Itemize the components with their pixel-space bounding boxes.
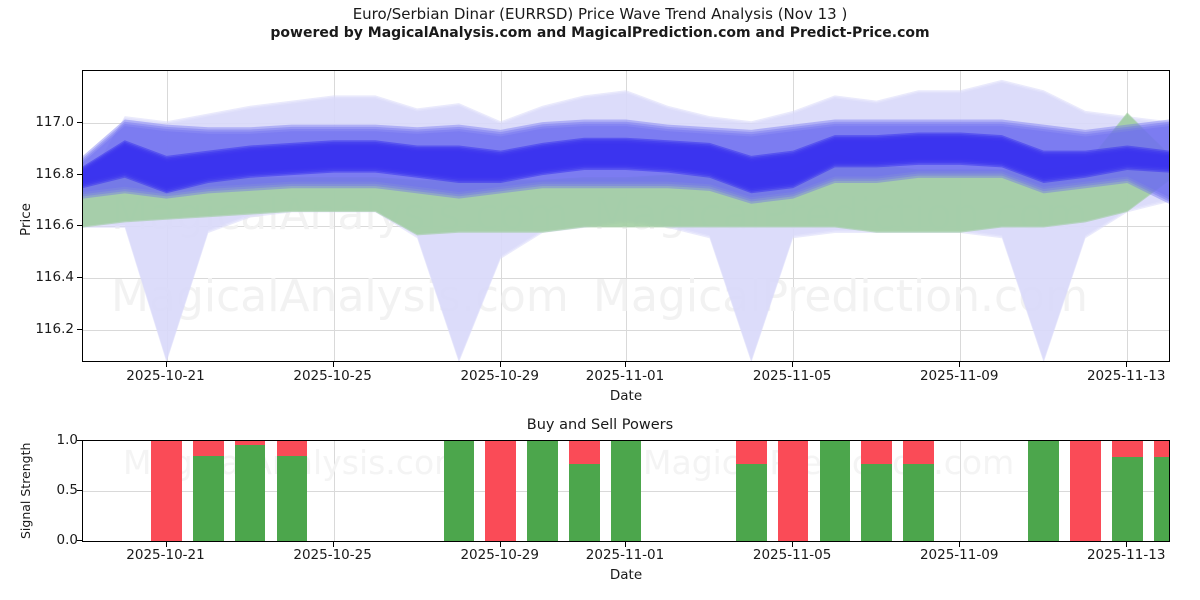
power-bar[interactable] (1028, 441, 1059, 541)
x-tick-mark (959, 542, 960, 547)
buy-power-segment (444, 441, 475, 541)
sell-power-segment (485, 441, 516, 541)
chart-title-block: Euro/Serbian Dinar (EURRSD) Price Wave T… (0, 4, 1200, 43)
sell-power-segment (861, 441, 892, 464)
power-bar[interactable] (1154, 441, 1170, 541)
x-tick-label: 2025-11-05 (712, 368, 872, 384)
x-tick-label: 2025-10-21 (86, 368, 246, 384)
y-tick-mark (77, 329, 82, 330)
y-tick-label: 116.4 (4, 269, 74, 285)
y-tick-label: 116.2 (4, 321, 74, 337)
x-tick-mark (166, 542, 167, 547)
wave-bands (83, 71, 1169, 361)
buy-power-segment (861, 464, 892, 541)
buy-power-segment (527, 441, 558, 541)
price-x-axis-label: Date (82, 388, 1170, 404)
power-bar[interactable] (903, 441, 934, 541)
power-bar[interactable] (277, 441, 308, 541)
power-bar[interactable] (193, 441, 224, 541)
powers-title: Buy and Sell Powers (0, 417, 1200, 433)
chart-title: Euro/Serbian Dinar (EURRSD) Price Wave T… (0, 4, 1200, 24)
buy-power-segment (903, 464, 934, 541)
x-tick-label: 2025-11-13 (1046, 547, 1200, 563)
price-wave-plot-area: MagicalAnalysis.com MagicalPrediction.co… (82, 70, 1170, 362)
power-bar[interactable] (736, 441, 767, 541)
buy-power-segment (1112, 457, 1143, 541)
y-tick-mark (77, 440, 82, 441)
y-tick-mark (77, 225, 82, 226)
sell-power-segment (1154, 441, 1170, 457)
x-tick-mark (1126, 362, 1127, 367)
x-tick-label: 2025-10-21 (86, 547, 246, 563)
sell-power-segment (778, 441, 809, 541)
x-tick-mark (500, 362, 501, 367)
x-tick-label: 2025-11-05 (712, 547, 872, 563)
buy-power-segment (1028, 441, 1059, 541)
buy-power-segment (235, 445, 266, 541)
power-bar[interactable] (235, 441, 266, 541)
y-tick-label: 116.8 (4, 166, 74, 182)
y-tick-mark (77, 490, 82, 491)
power-bar[interactable] (861, 441, 892, 541)
buy-power-segment (820, 441, 851, 541)
power-bar[interactable] (778, 441, 809, 541)
x-tick-label: 2025-11-01 (545, 368, 705, 384)
x-tick-label: 2025-11-09 (879, 547, 1039, 563)
y-tick-label: 117.0 (4, 114, 74, 130)
buy-power-segment (736, 464, 767, 541)
x-tick-mark (500, 542, 501, 547)
sell-power-segment (193, 441, 224, 456)
y-tick-mark (77, 277, 82, 278)
price-y-axis-label: Price (18, 203, 34, 236)
powers-y-axis-label: Signal Strength (18, 443, 33, 539)
power-bar[interactable] (569, 441, 600, 541)
sell-power-segment (235, 441, 266, 445)
sell-power-segment (1070, 441, 1101, 541)
x-tick-mark (333, 542, 334, 547)
x-tick-mark (1126, 542, 1127, 547)
x-tick-mark (166, 362, 167, 367)
x-tick-mark (625, 542, 626, 547)
x-tick-label: 2025-10-25 (253, 368, 413, 384)
sell-power-segment (569, 441, 600, 464)
chart-subtitle: powered by MagicalAnalysis.com and Magic… (0, 24, 1200, 43)
chart-canvas: Euro/Serbian Dinar (EURRSD) Price Wave T… (0, 0, 1200, 600)
powers-plot-area: MagicalAnalysis.com MagicalPrediction.co… (82, 440, 1170, 542)
x-tick-mark (792, 542, 793, 547)
power-bar[interactable] (1070, 441, 1101, 541)
powers-x-axis-label: Date (82, 567, 1170, 583)
y-tick-mark (77, 540, 82, 541)
power-bar[interactable] (485, 441, 516, 541)
sell-power-segment (903, 441, 934, 464)
power-bar[interactable] (151, 441, 182, 541)
y-tick-mark (77, 122, 82, 123)
x-tick-mark (625, 362, 626, 367)
power-bar[interactable] (444, 441, 475, 541)
buy-power-segment (1154, 457, 1170, 541)
y-tick-mark (77, 174, 82, 175)
x-tick-mark (959, 362, 960, 367)
x-tick-label: 2025-10-25 (253, 547, 413, 563)
power-bar[interactable] (527, 441, 558, 541)
x-tick-label: 2025-11-01 (545, 547, 705, 563)
buy-power-segment (277, 456, 308, 541)
buy-power-segment (193, 456, 224, 541)
buy-power-segment (569, 464, 600, 541)
power-bar[interactable] (820, 441, 851, 541)
buy-power-segment (611, 441, 642, 541)
y-tick-label: 116.6 (4, 217, 74, 233)
sell-power-segment (277, 441, 308, 456)
x-tick-label: 2025-11-13 (1046, 368, 1200, 384)
x-tick-mark (333, 362, 334, 367)
sell-power-segment (1112, 441, 1143, 457)
x-tick-label: 2025-11-09 (879, 368, 1039, 384)
sell-power-segment (736, 441, 767, 464)
sell-power-segment (151, 441, 182, 541)
power-bar[interactable] (611, 441, 642, 541)
bar-group (83, 441, 1169, 541)
power-bar[interactable] (1112, 441, 1143, 541)
x-tick-mark (792, 362, 793, 367)
